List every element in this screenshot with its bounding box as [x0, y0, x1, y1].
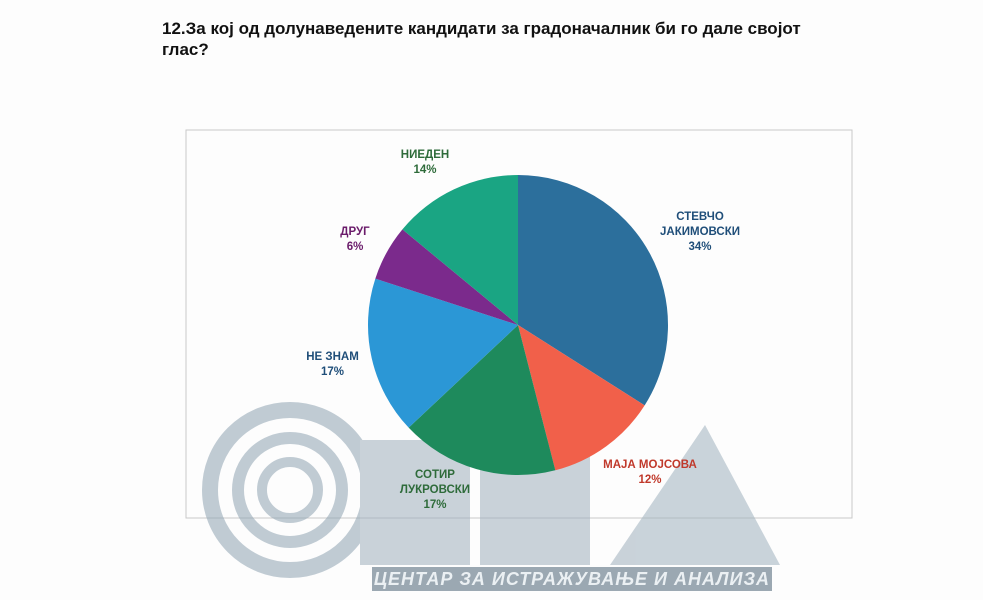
value-label: 14%: [413, 164, 437, 176]
category-label: НЕ ЗНАМ: [306, 351, 359, 363]
pie-slice: [402, 175, 518, 325]
value-label: 6%: [346, 241, 364, 253]
pie-slice: [375, 229, 518, 325]
value-label: 34%: [688, 241, 712, 253]
pie-slice: [518, 175, 668, 406]
slice-label: МАЈА МОЈСОВА 12%: [600, 458, 700, 488]
slice-label: СТЕВЧО ЈАКИМОВСКИ 34%: [640, 210, 760, 255]
slice-label: ДРУГ 6%: [325, 225, 385, 255]
category-label: МАЈА МОЈСОВА: [603, 459, 697, 471]
category-label: СОТИР ЛУКРОВСКИ: [399, 469, 471, 496]
category-label: ДРУГ: [340, 226, 370, 238]
value-label: 17%: [320, 366, 345, 378]
chart-title: 12.За кој од долунаведените кандидати за…: [162, 19, 801, 59]
pie-slice: [408, 325, 556, 476]
pie-slice: [518, 325, 645, 471]
logo: [202, 402, 780, 578]
category-label: НИЕДЕН: [400, 149, 450, 161]
slice-label: СОТИР ЛУКРОВСКИ 17%: [380, 468, 490, 513]
category-label: СТЕВЧО ЈАКИМОВСКИ: [660, 211, 740, 238]
value-label: 17%: [423, 499, 447, 511]
slice-label: НИЕДЕН 14%: [385, 148, 465, 178]
watermark: ЦЕНТАР ЗА ИСТРАЖУВАЊЕ И АНАЛИЗА: [372, 567, 772, 591]
pie-slice: [368, 278, 518, 428]
value-label: 12%: [638, 474, 662, 486]
slice-label: НЕ ЗНАМ 17%: [285, 350, 380, 380]
